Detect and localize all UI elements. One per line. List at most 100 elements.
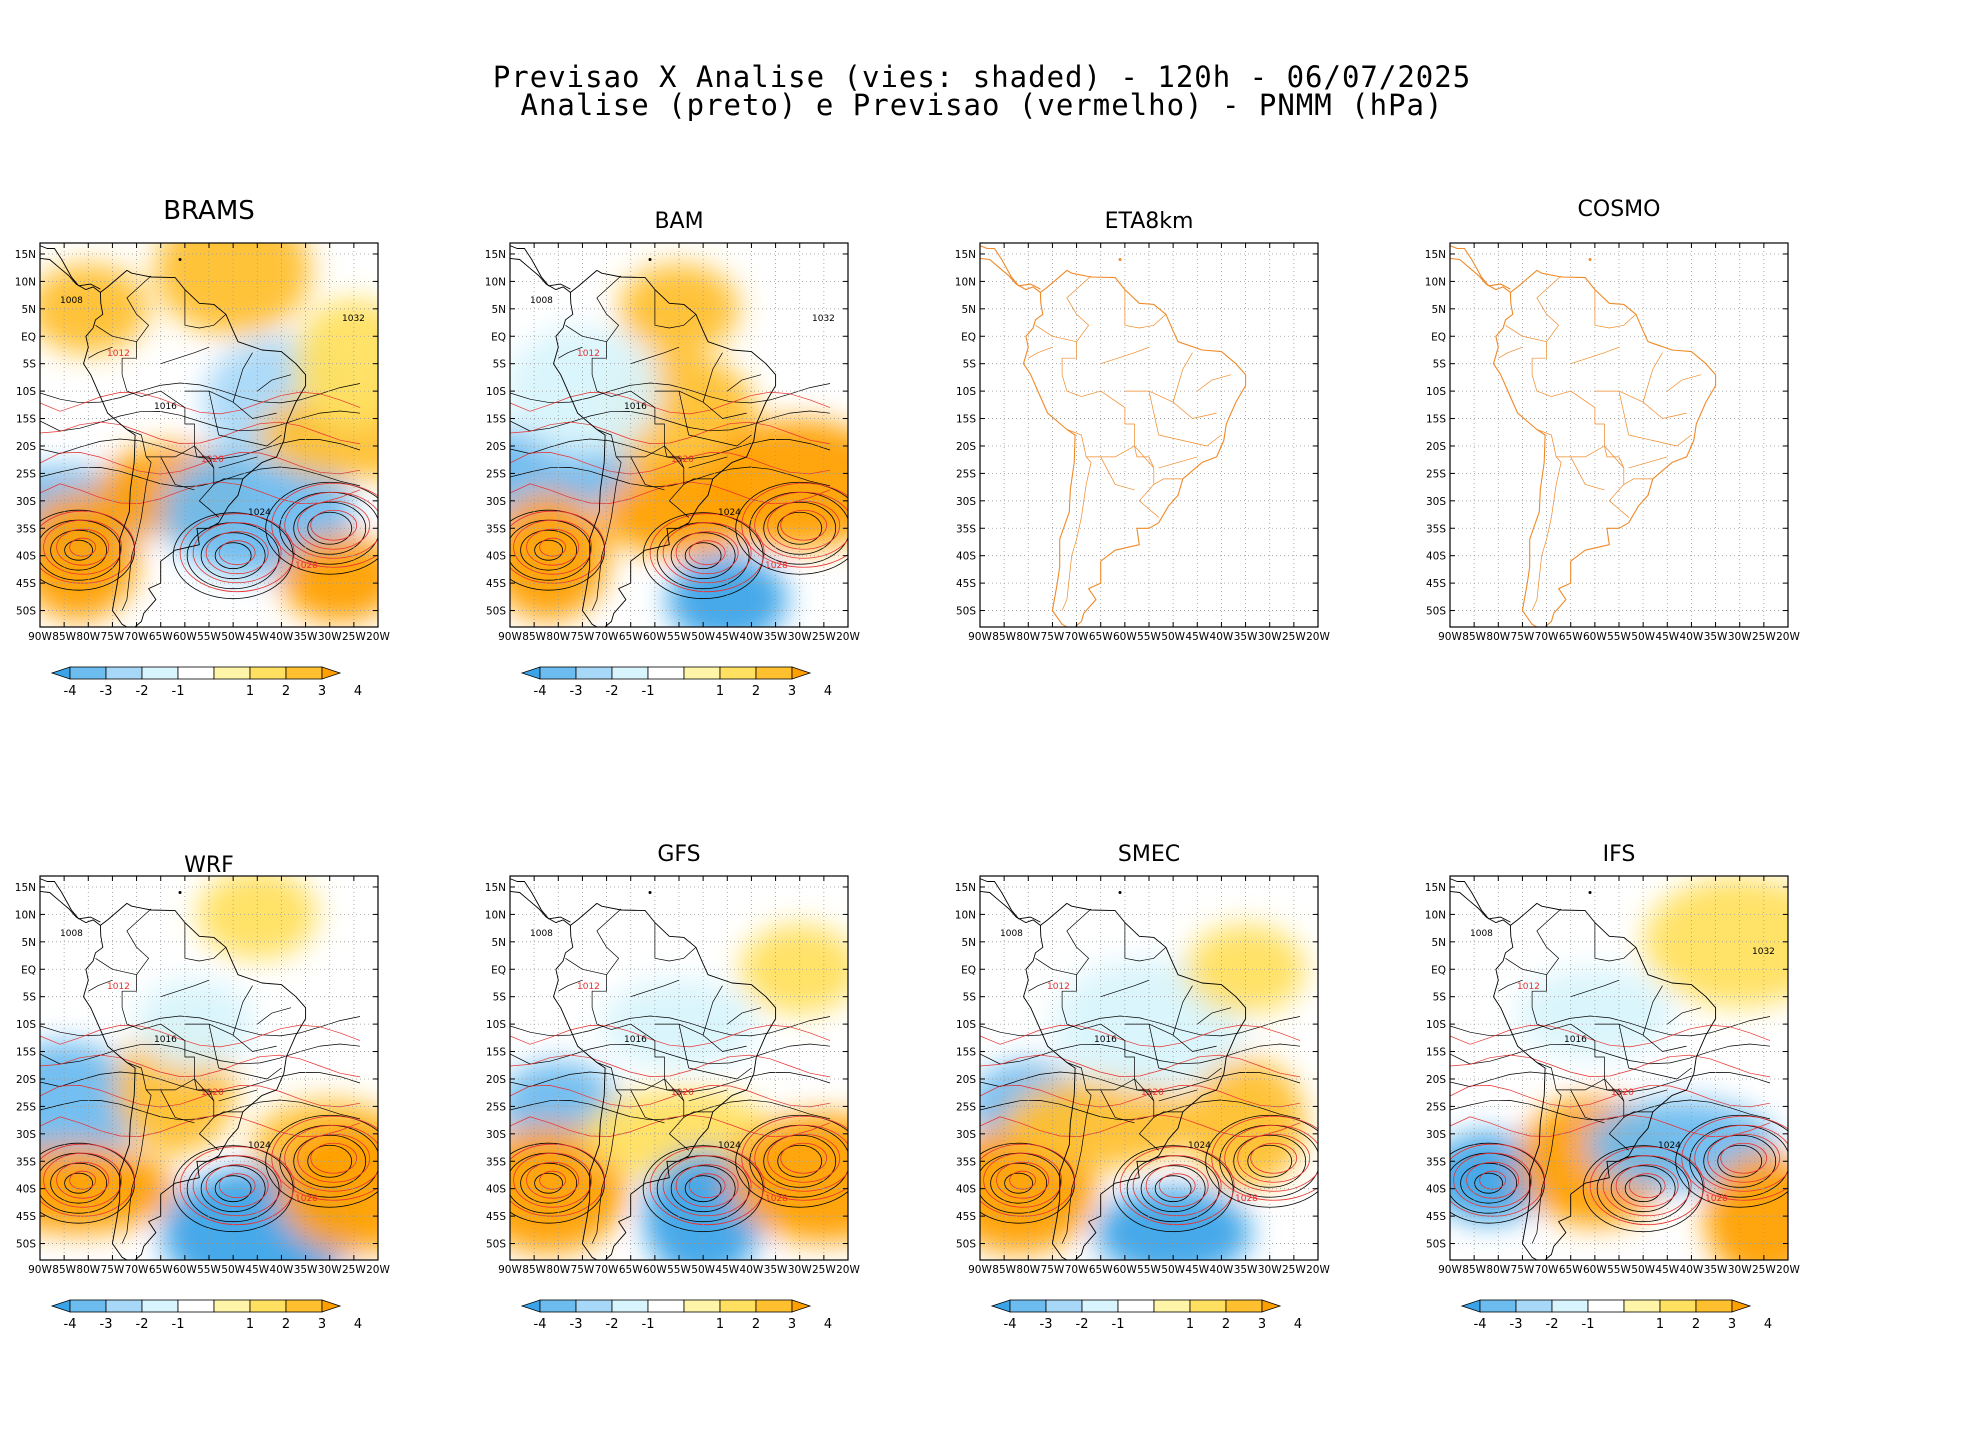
analysis-isobar xyxy=(510,438,831,460)
lat-label: 50S xyxy=(16,606,36,618)
analysis-isobar xyxy=(1004,1172,1034,1194)
forecast-isobar xyxy=(510,1114,831,1137)
lat-label: 25S xyxy=(956,1101,976,1113)
colorbar-label: -4 xyxy=(64,684,77,699)
forecast-isobar xyxy=(271,482,378,568)
lon-label: 20W xyxy=(1776,1264,1800,1276)
colorbar-label: -4 xyxy=(534,1317,547,1332)
lon-label: 85W xyxy=(522,1264,546,1276)
forecast-isobar xyxy=(1145,1164,1209,1208)
colorbar-label: -3 xyxy=(570,684,583,699)
country-border xyxy=(591,429,622,611)
isobar-label: 1024 xyxy=(248,508,271,518)
bias-region xyxy=(739,924,848,1015)
lat-label: 15N xyxy=(15,249,36,261)
country-border xyxy=(1570,456,1605,491)
forecast-isobar xyxy=(40,481,361,504)
analysis-isobar xyxy=(1112,1145,1234,1233)
lon-label: 60W xyxy=(173,1264,197,1276)
forecast-isobar xyxy=(1211,1115,1318,1201)
analysis-isobar xyxy=(510,410,831,432)
isobar-label: 1028 xyxy=(295,1194,318,1204)
lat-label: 5S xyxy=(1433,992,1447,1004)
map-panel-gfs: 1008 1012 1016 1020 1024 1028 15N 10N 5N EQ 5S 10S 1… xyxy=(485,875,860,1276)
forecast-isobar xyxy=(1237,1133,1311,1183)
lon-label: 30W xyxy=(788,631,812,643)
lon-label: 35W xyxy=(764,1264,788,1276)
forecast-isobar xyxy=(539,1170,567,1190)
lon-label: 90W xyxy=(498,1264,522,1276)
lon-label: 65W xyxy=(1559,631,1583,643)
country-border xyxy=(1035,325,1077,343)
country-border xyxy=(1061,429,1092,611)
lat-label: 15N xyxy=(955,249,976,261)
lon-label: 35W xyxy=(294,631,318,643)
country-border xyxy=(121,429,152,611)
country-border xyxy=(688,1067,752,1080)
coastline xyxy=(1493,902,1717,1260)
map-panel-eta8km: 15N 10N 5N EQ 5S 10S 15S 20S 25S 30S 35S 40S 45S 50S 9… xyxy=(955,242,1330,643)
lat-label: 45S xyxy=(956,1211,976,1223)
country-border xyxy=(1172,985,1193,1036)
coastline xyxy=(1492,269,1717,627)
lon-label: 25W xyxy=(812,1264,836,1276)
lat-label: 35S xyxy=(16,1156,36,1168)
forecast-isobar xyxy=(996,1161,1050,1199)
colorbar-label: -1 xyxy=(642,684,655,699)
lon-label: 25W xyxy=(342,631,366,643)
lon-label: 20W xyxy=(1776,631,1800,643)
lon-label: 65W xyxy=(1089,631,1113,643)
colorbar-label: -3 xyxy=(1040,1317,1053,1332)
country-border xyxy=(1628,434,1692,447)
lat-label: 10N xyxy=(1425,276,1446,288)
coastline xyxy=(510,245,571,290)
country-border xyxy=(121,908,219,1151)
analysis-isobar xyxy=(735,481,848,575)
isobar-label: 1020 xyxy=(1611,1088,1634,1098)
country-border xyxy=(1028,979,1053,992)
forecast-isobar xyxy=(675,531,739,575)
country-border xyxy=(218,456,258,469)
lon-label: 50W xyxy=(1631,1264,1655,1276)
country-border xyxy=(1570,1089,1605,1124)
analysis-isobar xyxy=(265,1114,378,1208)
lat-label: 15S xyxy=(16,414,36,426)
lat-label: 5N xyxy=(1431,304,1446,316)
lon-label: 65W xyxy=(619,631,643,643)
forecast-isobar xyxy=(43,519,123,575)
analysis-isobar xyxy=(1450,1043,1771,1065)
forecast-isobar xyxy=(69,1170,97,1190)
colorbar-bin xyxy=(683,1299,721,1313)
forecast-isobar xyxy=(780,509,828,541)
isobar-label: 1020 xyxy=(201,455,224,465)
bias-region xyxy=(40,263,149,354)
colorbar-bin xyxy=(1009,1299,1047,1313)
lon-label: 20W xyxy=(1306,631,1330,643)
lat-label: 15N xyxy=(955,882,976,894)
coastline xyxy=(980,878,1041,923)
lon-label: 55W xyxy=(197,631,221,643)
isobar-label: 1012 xyxy=(107,982,130,992)
coastline xyxy=(1450,890,1511,926)
coastline xyxy=(1450,245,1511,290)
forecast-isobar xyxy=(1694,1124,1788,1192)
lat-label: 50S xyxy=(486,606,506,618)
forecast-isobar xyxy=(539,537,567,557)
country-border xyxy=(1531,1062,1562,1244)
country-border xyxy=(1642,352,1663,403)
country-border xyxy=(1505,958,1547,976)
panel-title-smec: SMEC xyxy=(1117,842,1181,867)
lon-label: 45W xyxy=(245,1264,269,1276)
country-border xyxy=(645,445,685,469)
lat-label: 45S xyxy=(486,1211,506,1223)
forecast-isobar xyxy=(56,528,110,566)
lon-label: 80W xyxy=(1016,1264,1040,1276)
lon-label: 35W xyxy=(1234,631,1258,643)
colorbar-bin xyxy=(683,666,721,680)
colorbar-label: 4 xyxy=(354,1317,362,1332)
analysis-isobar xyxy=(990,1162,1048,1204)
colorbar-label: 3 xyxy=(1258,1317,1266,1332)
forecast-isobar xyxy=(754,491,848,559)
isobar-label: 1012 xyxy=(107,349,130,359)
colorbar-label: -4 xyxy=(1474,1317,1487,1332)
